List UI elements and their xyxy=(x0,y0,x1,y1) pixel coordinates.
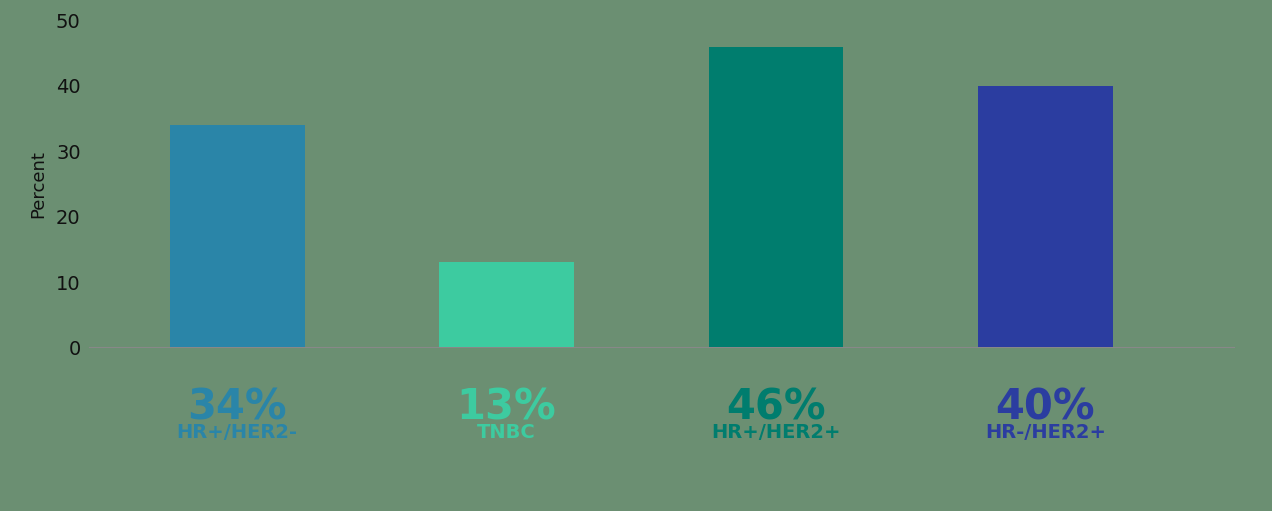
Text: HR-/HER2+: HR-/HER2+ xyxy=(985,423,1105,442)
Text: HR+/HER2-: HR+/HER2- xyxy=(177,423,298,442)
Bar xyxy=(170,125,304,347)
Text: TNBC: TNBC xyxy=(477,423,536,442)
Bar xyxy=(709,47,843,347)
Text: 40%: 40% xyxy=(996,387,1095,429)
Text: 46%: 46% xyxy=(726,387,826,429)
Y-axis label: Percent: Percent xyxy=(29,150,47,218)
Bar xyxy=(439,263,574,347)
Bar xyxy=(978,86,1113,347)
Text: HR+/HER2+: HR+/HER2+ xyxy=(711,423,841,442)
Text: 13%: 13% xyxy=(457,387,556,429)
Text: 34%: 34% xyxy=(187,387,287,429)
